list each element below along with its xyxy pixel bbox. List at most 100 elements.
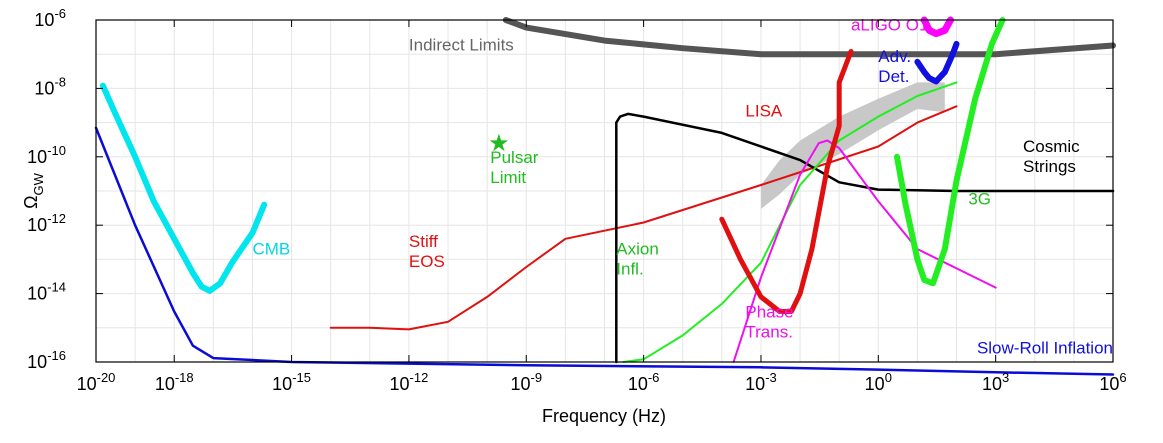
y-tick-base: 10 [27, 215, 47, 235]
y-tick-base: 10 [34, 10, 54, 30]
x-tick-base: 10 [982, 374, 1002, 394]
x-tick-base: 10 [865, 374, 885, 394]
annotations: CMB Indirect Limits Pulsar Limit Stiff EOS Axi… [252, 15, 1113, 357]
x-tick-exp: -20 [97, 370, 116, 385]
annotation-line: aLIGO O1 [851, 15, 928, 34]
series-line-9 [914, 40, 960, 85]
x-tick-exp: -9 [531, 370, 543, 385]
x-tick-base: 10 [1099, 374, 1119, 394]
y-axis-label: ΩGW [21, 172, 46, 209]
x-tick-base: 10 [77, 374, 97, 394]
annotation-line: Det. [878, 67, 909, 86]
y-tick-label: 10-6 [34, 6, 66, 30]
aligo-label: aLIGO O1 [851, 15, 928, 34]
cosmic-strings-label: Cosmic Strings [1023, 137, 1080, 176]
x-tick-labels: 10-20 10-18 10-15 10-12 10-9 10-6 10-3 100 103 10… [77, 370, 1127, 394]
y-tick-label: 10-12 [27, 211, 66, 235]
cmb-label: CMB [252, 239, 290, 258]
x-tick-base: 10 [510, 374, 530, 394]
x-tick-label: 10-20 [77, 370, 116, 394]
x-tick-label: 10-18 [155, 370, 194, 394]
x-tick-label: 10-9 [510, 370, 542, 394]
y-tick-base: 10 [27, 284, 47, 304]
axion-label: Axion Infl. [616, 239, 659, 278]
annotation-line: Strings [1023, 157, 1076, 176]
y-tick-exp: -8 [54, 74, 66, 89]
adv-det-label: Adv. Det. [878, 47, 911, 86]
ticks [95, 19, 1114, 363]
series-line-8 [894, 17, 1006, 287]
annotation-line: Cosmic [1023, 137, 1080, 156]
x-tick-label: 10-15 [272, 370, 311, 394]
y-tick-base: 10 [34, 78, 54, 98]
y-tick-base: 10 [27, 147, 47, 167]
y-axis-subscript: GW [31, 172, 46, 195]
x-tick-label: 10-6 [628, 370, 660, 394]
y-tick-exp: -16 [47, 348, 66, 363]
x-tick-base: 10 [155, 374, 175, 394]
x-tick-exp: -12 [410, 370, 429, 385]
annotation-line: Infl. [616, 259, 643, 278]
y-tick-label: 10-8 [34, 74, 66, 98]
stiff-eos-label: Stiff EOS [409, 232, 445, 271]
series-line-6 [732, 139, 997, 363]
x-tick-base: 10 [390, 374, 410, 394]
band-LISA-band [761, 82, 945, 209]
annotation-line: Pulsar [490, 148, 539, 167]
x-axis-label: Frequency (Hz) [542, 406, 666, 426]
y-axis-symbol: Ω [21, 195, 41, 208]
annotation-line: EOS [409, 252, 445, 271]
phase-trans-label: Phase Trans. [745, 303, 793, 342]
x-tick-base: 10 [745, 374, 765, 394]
pulsar-label: Pulsar Limit [490, 148, 539, 187]
annotation-line: Indirect Limits [409, 35, 514, 54]
x-tick-label: 100 [865, 370, 892, 394]
pulsar-star: ★ [488, 130, 510, 157]
y-tick-label: 10-16 [27, 348, 66, 372]
x-tick-exp: 6 [1119, 370, 1126, 385]
annotation-line: Adv. [878, 47, 911, 66]
bands [761, 82, 945, 209]
y-tick-label: 10-10 [27, 143, 66, 167]
x-tick-label: 10-3 [745, 370, 777, 394]
y-tick-exp: -6 [54, 6, 66, 21]
annotation-line: Axion [616, 239, 659, 258]
y-tick-exp: -12 [47, 211, 66, 226]
annotation-line: Stiff [409, 232, 438, 251]
x-tick-label: 103 [982, 370, 1009, 394]
y-tick-exp: -10 [47, 143, 66, 158]
y-tick-base: 10 [27, 352, 47, 372]
series-line-3 [329, 105, 958, 331]
annotation-line: LISA [745, 102, 783, 121]
x-tick-exp: 0 [885, 370, 892, 385]
indirect-label: Indirect Limits [409, 35, 514, 54]
y-tick-label: 10-14 [27, 280, 66, 304]
series-line-2 [502, 17, 1116, 58]
lisa-label: LISA [745, 102, 783, 121]
annotation-line: CMB [252, 239, 290, 258]
x-tick-label: 10-12 [390, 370, 429, 394]
x-tick-exp: 3 [1002, 370, 1009, 385]
annotation-line: Trans. [745, 323, 793, 342]
x-tick-exp: -15 [292, 370, 311, 385]
series-line-7 [719, 49, 854, 314]
x-tick-exp: -6 [648, 370, 660, 385]
plot-frame [95, 19, 1114, 363]
x-tick-exp: -18 [175, 370, 194, 385]
x-tick-exp: -3 [765, 370, 777, 385]
series-line-4 [615, 112, 1115, 364]
x-tick-base: 10 [628, 374, 648, 394]
annotation-line: Limit [490, 168, 526, 187]
x-tick-base: 10 [272, 374, 292, 394]
slow-roll-label: Slow-Roll Inflation [977, 338, 1113, 357]
annotation-line: Slow-Roll Inflation [977, 338, 1113, 357]
3g-label: 3G [968, 190, 991, 209]
series-line-10 [920, 16, 954, 38]
x-tick-label: 106 [1099, 370, 1126, 394]
series-line-1 [99, 82, 268, 294]
y-tick-exp: -14 [47, 280, 66, 295]
annotation-line: Phase [745, 303, 793, 322]
markers: ★ [488, 130, 510, 157]
